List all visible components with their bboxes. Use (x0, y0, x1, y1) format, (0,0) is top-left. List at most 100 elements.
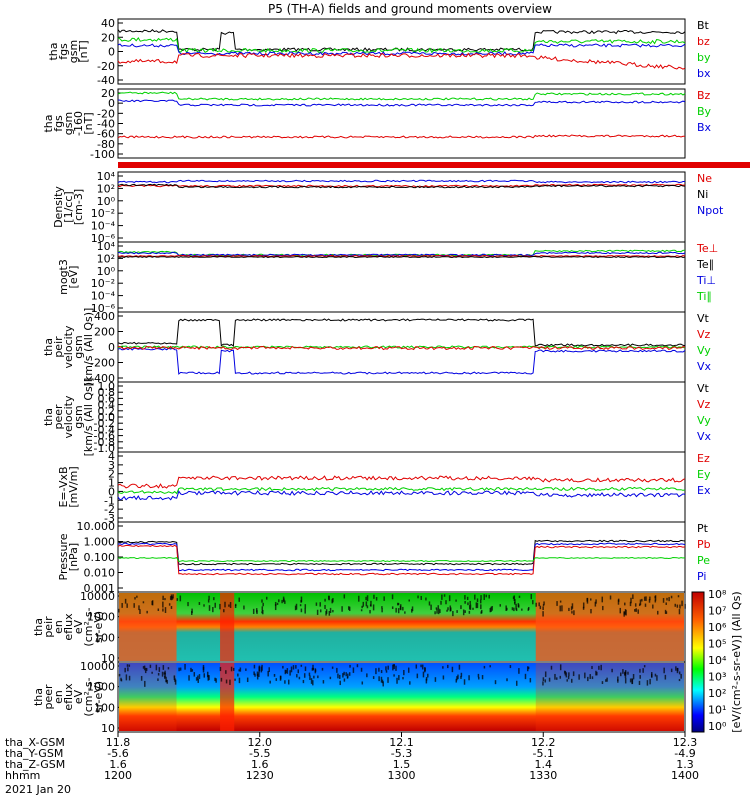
colorbar-tick-label: 10⁶ (708, 621, 727, 634)
legend-entry: Vt (697, 382, 710, 395)
x-tick-label: 1.4 (535, 758, 553, 771)
spectrogram-noise (475, 602, 478, 609)
series-Pt (117, 539, 686, 566)
spectrogram-noise (144, 680, 146, 687)
spectrogram-noise (518, 595, 521, 598)
y-axis-label: eV (72, 689, 85, 704)
y-axis-label: Density (52, 186, 65, 228)
spectrogram-noise (246, 677, 249, 683)
y-tick-label: 20 (101, 31, 115, 44)
spectrogram-noise (591, 676, 594, 680)
spectrogram-noise (527, 606, 530, 610)
x-tick-label: -4.9 (674, 747, 695, 760)
x-row-label: tha_Z-GSM (5, 758, 65, 771)
spectrogram-noise (679, 604, 681, 609)
y-axis-label: [eV] (67, 266, 80, 289)
spectrogram-noise (455, 599, 457, 602)
spectrogram-noise (611, 668, 613, 673)
legend-entry: Vt (697, 312, 710, 325)
spectrogram-noise (336, 667, 338, 673)
spectrogram-noise (372, 604, 375, 611)
spectrogram-noise (274, 601, 277, 606)
legend-entry: bx (697, 67, 711, 80)
spectrogram-noise (543, 601, 545, 605)
spectrogram-noise (535, 602, 537, 607)
spectrogram-noise (445, 600, 447, 605)
spectrogram-noise (548, 677, 551, 682)
x-row-label: tha_X-GSM (5, 736, 65, 749)
series-Bx (117, 99, 686, 107)
spectrogram-noise (237, 673, 239, 677)
spectrogram-noise (488, 594, 490, 599)
spectrogram-noise (622, 669, 624, 674)
spectrogram-noise (212, 606, 214, 613)
spectrogram-noise (451, 666, 454, 673)
spectrogram-noise (469, 600, 471, 605)
spectrogram-noise (208, 675, 210, 681)
spectrogram-noise (258, 666, 260, 673)
y-tick-label: 10² (97, 182, 115, 195)
spectrogram-noise (442, 666, 444, 669)
spectrogram-noise (358, 595, 360, 602)
x-tick-label: 1400 (671, 769, 699, 782)
spectrogram-noise (325, 609, 328, 614)
spectrogram-noise (238, 597, 240, 602)
spectrogram-noise (225, 670, 227, 674)
spectrogram-noise (253, 664, 256, 669)
spectrogram-noise (556, 601, 558, 606)
spectrogram-noise (168, 603, 171, 606)
spectrogram-region (535, 663, 684, 731)
spectrogram-region (119, 593, 177, 661)
colorbar-tick-label: 10⁴ (708, 654, 727, 667)
spectrogram-noise (176, 598, 179, 601)
spectrogram-noise (313, 675, 315, 679)
spectrogram-noise (349, 664, 351, 668)
spectrogram-noise (164, 670, 166, 675)
spectrogram-noise (663, 667, 665, 674)
spectrogram-noise (139, 609, 141, 615)
y-axis-label: gsm (72, 335, 85, 358)
spectrogram-noise (275, 678, 278, 681)
y-tick-label: 10⁰ (97, 265, 116, 278)
y-tick-label: 2 (108, 468, 115, 481)
y-tick-label: 1.000 (84, 536, 116, 549)
spectrogram-noise (479, 599, 482, 604)
spectrogram-noise (136, 595, 138, 598)
spectrogram-noise (617, 679, 619, 683)
spectrogram-noise (268, 667, 270, 672)
spectrogram-noise (411, 608, 413, 613)
legend-entry: Vx (697, 430, 712, 443)
spectrogram-noise (397, 608, 400, 614)
spectrogram-noise (464, 610, 466, 613)
spectrogram-noise (652, 604, 654, 609)
spectrogram-noise (300, 599, 302, 603)
spectrogram-noise (651, 673, 653, 678)
spectrogram-noise (542, 677, 545, 682)
spectrogram-noise (179, 595, 182, 602)
spectrogram-noise (634, 603, 637, 607)
spectrogram-noise (448, 595, 451, 602)
spectrogram-noise (304, 604, 307, 609)
spectrogram-noise (343, 594, 346, 599)
spectrogram-noise (228, 604, 230, 607)
spectrogram-noise (596, 671, 598, 676)
spectrogram-noise (684, 603, 686, 609)
spectrogram-noise (365, 596, 367, 601)
spectrogram-noise (361, 681, 364, 685)
spectrogram-noise (329, 676, 332, 680)
spectrogram-noise (297, 669, 300, 674)
spectrogram-noise (281, 599, 283, 604)
spectrogram-noise (118, 673, 121, 677)
y-axis-label: E=-VxB (57, 466, 70, 507)
legend-entry: by (697, 51, 711, 64)
spectrogram-noise (481, 675, 484, 680)
spectrogram-noise (229, 679, 231, 685)
legend-entry: Npot (697, 204, 724, 217)
series-Ez (117, 475, 686, 489)
spectrogram-noise (215, 678, 217, 683)
spectrogram-noise (162, 665, 165, 670)
spectrogram-noise (331, 599, 333, 604)
spectrogram-noise (163, 672, 166, 675)
series-Ex (117, 490, 686, 501)
spectrogram-noise (385, 666, 387, 671)
